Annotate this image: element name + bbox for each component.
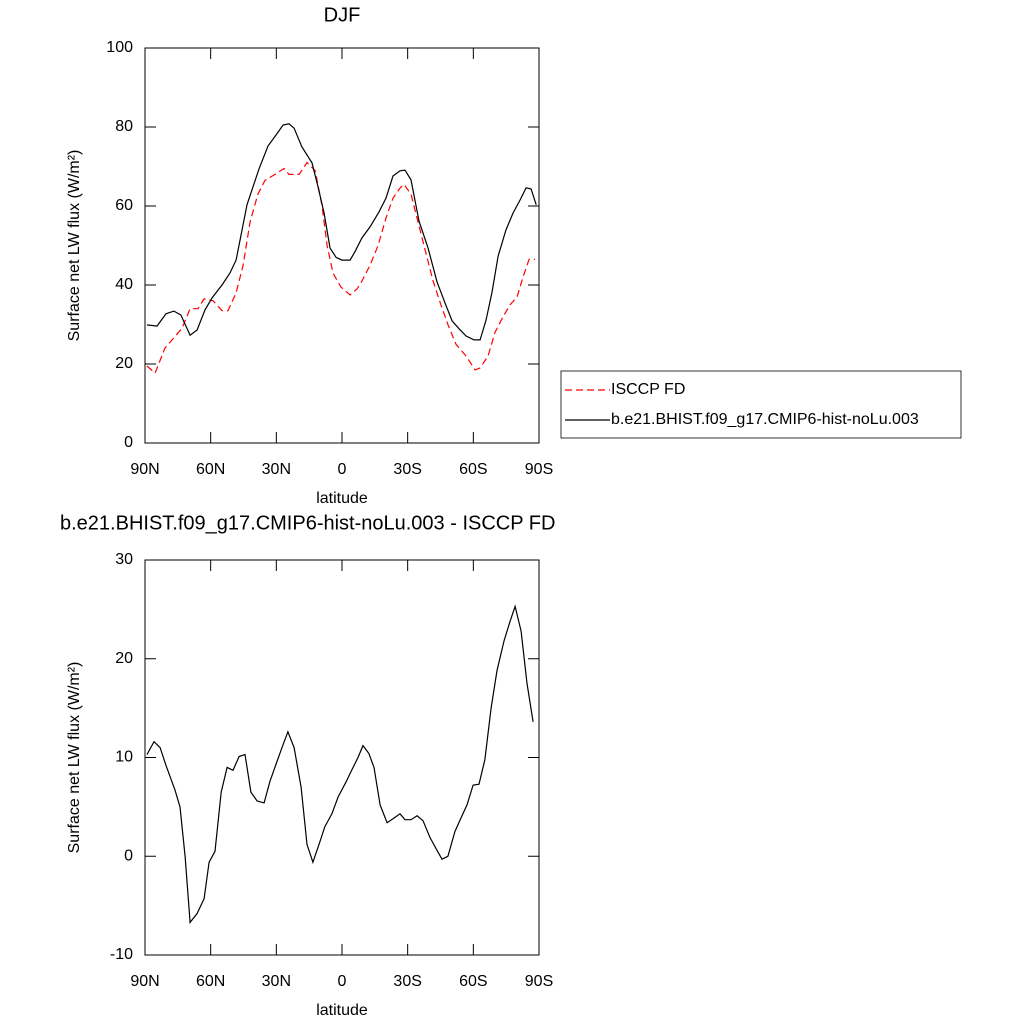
x-tick-label: 30S — [393, 973, 421, 990]
chart-title: b.e21.BHIST.f09_g17.CMIP6-hist-noLu.003 … — [60, 512, 555, 534]
x-tick-label: 0 — [338, 973, 347, 990]
legend-box — [560, 370, 962, 439]
legend-label: ISCCP FD — [611, 381, 685, 398]
x-tick-label: 60S — [459, 461, 487, 478]
y-tick-label: 60 — [115, 197, 133, 214]
x-tick-label: 90S — [525, 461, 553, 478]
x-tick-label: 90S — [525, 973, 553, 990]
x-tick-label: 60N — [196, 461, 225, 478]
x-tick-label: 90N — [130, 461, 159, 478]
y-tick-label: 40 — [115, 276, 133, 293]
chart-title: DJF — [324, 4, 361, 26]
y-tick-label: 0 — [124, 847, 133, 864]
y-tick-label: 20 — [115, 650, 133, 667]
y-axis-label: Surface net LW flux (W/m²) — [66, 662, 83, 854]
legend-label: b.e21.BHIST.f09_g17.CMIP6-hist-noLu.003 — [611, 411, 919, 428]
x-tick-label: 30N — [262, 461, 291, 478]
x-tick-label: 60N — [196, 973, 225, 990]
y-tick-label: 20 — [115, 355, 133, 372]
x-tick-label: 30N — [262, 973, 291, 990]
data-line — [146, 123, 537, 341]
y-axis-label: Surface net LW flux (W/m²) — [66, 150, 83, 342]
x-tick-label: 0 — [338, 461, 347, 478]
x-axis-label: latitude — [316, 490, 368, 507]
y-tick-label: 80 — [115, 118, 133, 135]
y-tick-label: 10 — [115, 749, 133, 766]
x-tick-label: 90N — [130, 973, 159, 990]
data-line — [146, 161, 536, 375]
data-line — [146, 604, 534, 924]
y-tick-label: 0 — [124, 434, 133, 451]
x-axis-label: latitude — [316, 1002, 368, 1019]
legend: ISCCP FD b.e21.BHIST.f09_g17.CMIP6-hist-n… — [560, 370, 962, 439]
x-tick-label: 60S — [459, 973, 487, 990]
x-tick-label: 30S — [393, 461, 421, 478]
y-tick-label: 100 — [106, 39, 133, 56]
y-tick-label: -10 — [110, 946, 133, 963]
y-tick-label: 30 — [115, 551, 133, 568]
plot-frame — [144, 47, 540, 444]
